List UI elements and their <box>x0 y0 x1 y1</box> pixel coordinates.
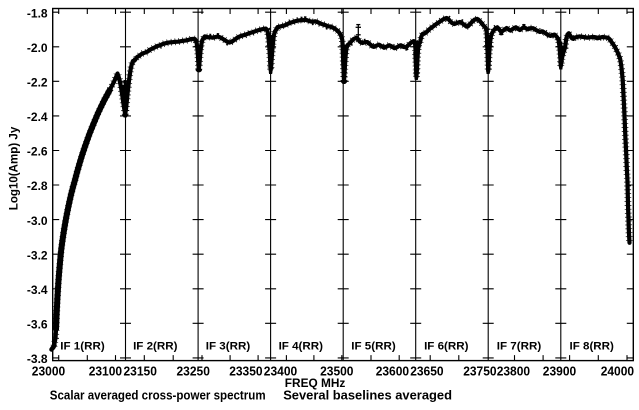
svg-text:23500: 23500 <box>320 365 353 379</box>
svg-text:-2.0: -2.0 <box>27 41 48 55</box>
svg-text:FREQ MHz: FREQ MHz <box>285 378 346 390</box>
svg-text:23650: 23650 <box>410 365 443 379</box>
svg-text:Several baselines averaged: Several baselines averaged <box>283 387 452 402</box>
svg-text:-3.8: -3.8 <box>27 352 48 366</box>
svg-text:-3.6: -3.6 <box>27 318 48 332</box>
svg-text:Scalar averaged cross-power sp: Scalar averaged cross-power spectrum <box>50 387 266 402</box>
svg-text:IF 6(RR): IF 6(RR) <box>424 341 469 353</box>
svg-text:IF 3(RR): IF 3(RR) <box>206 341 251 353</box>
svg-text:24000: 24000 <box>601 365 634 379</box>
svg-text:-2.2: -2.2 <box>27 76 48 90</box>
svg-text:23750: 23750 <box>463 365 496 379</box>
svg-text:23900: 23900 <box>543 365 576 379</box>
svg-text:23800: 23800 <box>497 365 530 379</box>
svg-text:23400: 23400 <box>264 365 297 379</box>
svg-text:23000: 23000 <box>32 365 65 379</box>
svg-text:Log10(Amp) Jy: Log10(Amp) Jy <box>8 126 21 210</box>
svg-text:IF 7(RR): IF 7(RR) <box>497 341 542 353</box>
svg-text:-1.8: -1.8 <box>27 6 48 20</box>
svg-text:-2.6: -2.6 <box>27 145 48 159</box>
svg-text:-3.2: -3.2 <box>27 248 48 262</box>
svg-text:-2.8: -2.8 <box>27 179 48 193</box>
svg-text:23250: 23250 <box>177 365 210 379</box>
svg-text:-3.0: -3.0 <box>27 214 48 228</box>
svg-text:-2.4: -2.4 <box>27 110 48 124</box>
svg-text:23350: 23350 <box>229 365 262 379</box>
svg-text:IF 8(RR): IF 8(RR) <box>570 341 615 353</box>
svg-text:23150: 23150 <box>124 365 157 379</box>
svg-text:IF 4(RR): IF 4(RR) <box>279 341 324 353</box>
svg-text:-3.4: -3.4 <box>27 283 48 297</box>
svg-text:IF 1(RR): IF 1(RR) <box>60 341 105 353</box>
svg-text:23100: 23100 <box>89 365 122 379</box>
svg-text:IF 5(RR): IF 5(RR) <box>351 341 396 353</box>
svg-text:23600: 23600 <box>376 365 409 379</box>
svg-text:IF 2(RR): IF 2(RR) <box>133 341 178 353</box>
